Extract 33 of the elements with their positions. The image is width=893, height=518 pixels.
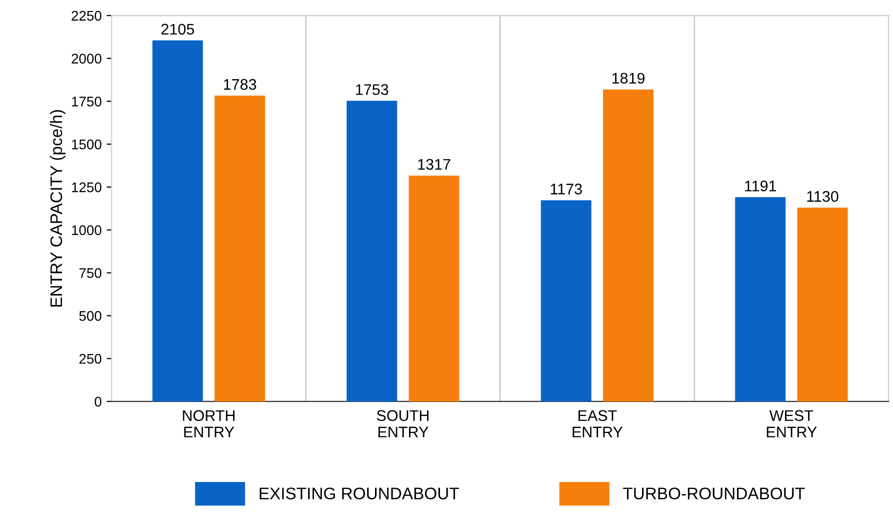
bar: [408, 176, 460, 402]
x-tick-label: WEST ENTRY: [766, 410, 817, 438]
legend-label: EXISTING ROUNDABOUT: [260, 488, 459, 500]
y-tick-label: 1500: [72, 140, 102, 150]
data-label: 1191: [745, 180, 776, 192]
data-label: 1753: [356, 84, 388, 95]
data-label: 1783: [224, 79, 256, 90]
bar: [346, 100, 398, 402]
data-label: 2105: [161, 24, 194, 35]
y-tick-label: 500: [79, 311, 102, 321]
legend-label: TURBO-ROUNDABOUT: [623, 488, 805, 500]
bar: [797, 208, 848, 402]
y-tick-label: 2000: [72, 54, 102, 64]
x-tick-label: EAST ENTRY: [572, 410, 623, 438]
bar: [152, 40, 203, 402]
y-tick-label: 1250: [72, 182, 102, 192]
x-tick-label: SOUTH ENTRY: [376, 410, 428, 438]
y-tick-label: 2250: [72, 10, 102, 21]
y-tick-label: 1750: [72, 96, 102, 106]
data-label: 1173: [550, 184, 582, 194]
bar: [735, 197, 786, 402]
bar: [603, 89, 654, 402]
data-label: 1130: [807, 191, 838, 202]
bar: [540, 200, 592, 402]
y-tick-label: 250: [79, 354, 102, 364]
y-tick-label: 750: [79, 268, 102, 278]
x-tick-label: NORTH ENTRY: [182, 410, 235, 438]
bar: [214, 96, 266, 402]
data-label: 1317: [418, 158, 450, 170]
data-label: 1819: [612, 72, 645, 84]
y-tick-label: 0: [94, 396, 102, 407]
y-axis-title: ENTRY CAPACITY (pce/h): [50, 110, 66, 307]
y-tick-label: 1000: [72, 225, 102, 236]
